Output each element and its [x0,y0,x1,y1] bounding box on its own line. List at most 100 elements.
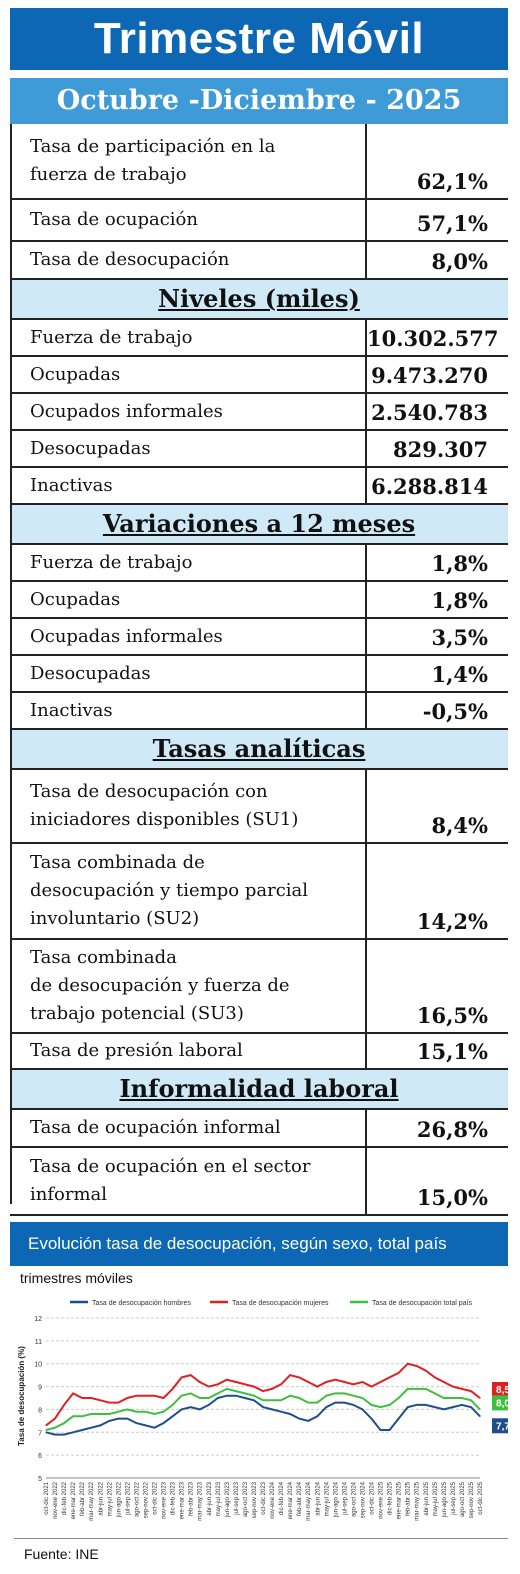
data-point [153,1395,156,1397]
data-point [307,1381,309,1383]
x-tick-label: feb-abr 2025 [406,1481,412,1516]
data-point [253,1399,255,1401]
end-value-badge [492,1382,508,1397]
data-point [370,1417,373,1420]
x-tick-label: jul-sep 2023 [234,1481,240,1515]
data-point [54,1427,56,1429]
data-point [262,1390,264,1392]
row-label-text: Fuerza de trabajo [30,549,192,577]
section-informalidad-text: Informalidad laboral [119,1074,399,1103]
row-label-line: Ocupadas informales [30,625,223,647]
row-label-text: Ocupados informales [30,398,223,426]
x-tick-label: feb-abr 2024 [297,1481,303,1516]
data-point [479,1408,481,1411]
data-point [470,1399,472,1401]
data-point [398,1397,400,1399]
unemployment-line-chart: Tasa de desocupación hombres Tasa de deso… [17,1300,508,1521]
data-point [226,1379,228,1381]
x-tick-label: jul-sep 2022 [125,1481,131,1515]
data-point [63,1404,65,1406]
data-point [117,1411,119,1413]
row-label-line: trabajo potencial (SU3) [30,1003,244,1024]
x-tick-label: jun-ago 2025 [442,1481,448,1518]
data-point [162,1411,165,1413]
data-point [90,1397,92,1399]
row-label-text: Tasa de presión laboral [30,1037,243,1065]
x-tick-label: dic-feb 2022 [62,1481,68,1515]
data-point [425,1388,427,1390]
y-tick-label: 9 [38,1385,42,1392]
x-tick-label: ago-oct 2025 [460,1481,466,1517]
x-tick-label: sep-nov 2024 [360,1481,366,1518]
x-tick-label: ene-mar 2025 [397,1481,403,1519]
row-label-line: Tasa de ocupación informal [30,1117,281,1138]
data-point [280,1411,282,1413]
data-point [425,1369,427,1372]
data-point [99,1424,101,1427]
x-tick-label: ago-oct 2023 [243,1481,249,1517]
data-point [307,1420,309,1422]
data-point [407,1406,409,1408]
row-label: Tasa de presión laboral [10,1034,367,1068]
section-tasas-analiticas: Tasas analíticas [10,730,508,770]
row-label-text: Ocupadas informales [30,623,223,651]
data-point [90,1413,92,1415]
data-point [262,1399,264,1401]
section-informalidad: Informalidad laboral [10,1070,508,1110]
row-value: 10.302.577 [367,326,499,351]
y-tick-label: 6 [38,1453,42,1460]
row-label-line: fuerza de trabajo [30,164,187,185]
y-tick-label: 11 [35,1339,42,1346]
row-label: Tasa de ocupación informal [10,1110,367,1146]
data-point [452,1385,454,1388]
row-value: 1,8% [431,588,489,613]
data-point [162,1397,165,1399]
data-point [379,1406,382,1408]
data-point [171,1415,174,1417]
data-point [452,1406,454,1408]
row-label-text: Tasa combinada de desocupación y fuerza d… [30,944,290,1028]
data-point [171,1388,174,1390]
data-point [235,1381,237,1383]
x-tick-label: dic-feb 2023 [171,1481,177,1515]
data-point [271,1399,273,1401]
data-point [217,1383,219,1385]
row-label-text: Ocupadas [30,361,120,389]
row-label-text: Tasa de ocupación informal [30,1114,281,1142]
data-point [217,1397,219,1399]
data-point [153,1413,156,1415]
data-point [190,1392,192,1395]
data-point [434,1392,436,1395]
data-point [425,1404,427,1406]
data-point [271,1408,273,1411]
section-variaciones: Variaciones a 12 meses [10,505,508,545]
data-point [280,1399,282,1401]
row-label-line: Tasa de participación en la [30,136,276,157]
row-label: Fuerza de trabajo [10,320,367,355]
row-value: 15,0% [416,1185,488,1210]
row-label-line: Inactivas [30,474,113,496]
row-value: 26,8% [416,1117,488,1142]
data-point [443,1397,445,1399]
data-point [135,1411,138,1413]
data-point [434,1376,436,1379]
x-tick-label: nov-ene 2022 [53,1481,59,1518]
row-value: 8,0% [431,249,489,274]
x-tick-label: abr-jun 2024 [315,1481,321,1515]
data-point [244,1397,246,1399]
y-tick-label: 8 [38,1407,42,1414]
data-point [190,1406,192,1408]
data-point [434,1406,436,1408]
row-label-text: Tasa de participación en la fuerza de tra… [30,133,275,189]
table-row: Tasa de ocupación en el sector informal 15… [10,1148,508,1216]
data-point [199,1408,201,1411]
data-point [90,1427,92,1429]
data-point [208,1404,210,1406]
row-label-line: Tasa combinada de [30,852,205,873]
data-point [81,1429,83,1431]
table-row: Ocupadas 9.473.270 [10,357,508,394]
data-point [217,1392,219,1395]
row-label: Fuerza de trabajo [10,545,367,580]
end-value-label: 7,7 [496,1421,508,1432]
table-row: Tasa de ocupación informal 26,8% [10,1110,508,1148]
